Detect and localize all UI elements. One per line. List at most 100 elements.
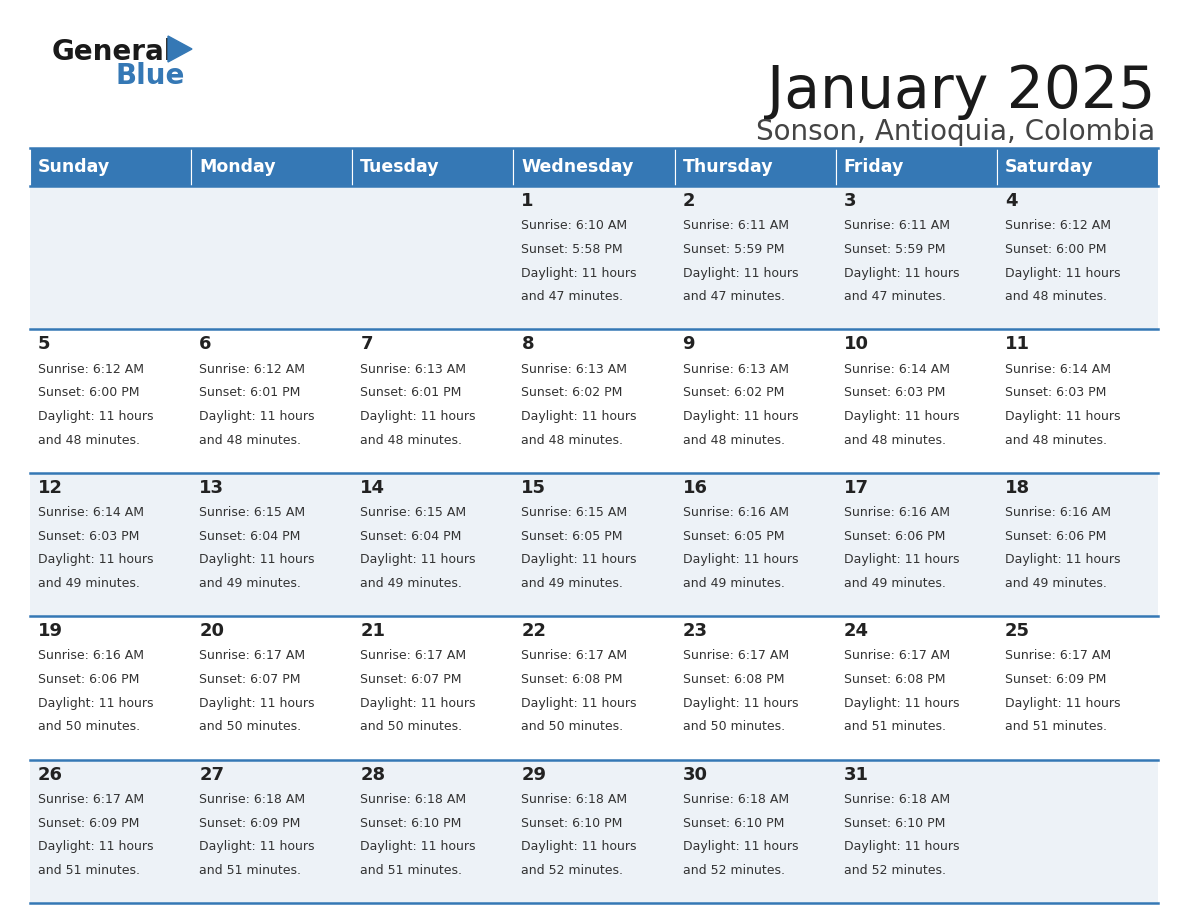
Text: Sunset: 6:08 PM: Sunset: 6:08 PM	[843, 673, 946, 686]
Bar	[835, 186, 997, 330]
Text: Sunset: 6:01 PM: Sunset: 6:01 PM	[200, 386, 301, 399]
Text: 14: 14	[360, 479, 385, 497]
Text: Sunrise: 6:16 AM: Sunrise: 6:16 AM	[683, 506, 789, 519]
Text: and 49 minutes.: and 49 minutes.	[683, 577, 784, 590]
Text: Sunset: 6:06 PM: Sunset: 6:06 PM	[1005, 530, 1106, 543]
Bar	[353, 330, 513, 473]
Text: Sunrise: 6:17 AM: Sunrise: 6:17 AM	[38, 793, 144, 806]
Text: and 48 minutes.: and 48 minutes.	[38, 433, 140, 447]
Text: and 51 minutes.: and 51 minutes.	[1005, 721, 1107, 733]
Text: 10: 10	[843, 335, 868, 353]
Text: Sunset: 6:03 PM: Sunset: 6:03 PM	[38, 530, 139, 543]
Text: 16: 16	[683, 479, 708, 497]
Text: and 50 minutes.: and 50 minutes.	[360, 721, 462, 733]
Text: and 49 minutes.: and 49 minutes.	[38, 577, 140, 590]
Text: Sunrise: 6:16 AM: Sunrise: 6:16 AM	[843, 506, 949, 519]
Text: Sunset: 6:09 PM: Sunset: 6:09 PM	[1005, 673, 1106, 686]
Bar	[30, 473, 191, 616]
Text: Sunrise: 6:17 AM: Sunrise: 6:17 AM	[1005, 649, 1111, 663]
Text: and 52 minutes.: and 52 minutes.	[522, 864, 624, 877]
Bar	[513, 148, 675, 186]
Bar	[191, 330, 353, 473]
Text: and 48 minutes.: and 48 minutes.	[522, 433, 624, 447]
Text: and 48 minutes.: and 48 minutes.	[1005, 290, 1107, 303]
Text: and 49 minutes.: and 49 minutes.	[360, 577, 462, 590]
Bar	[997, 759, 1158, 903]
Text: 30: 30	[683, 766, 708, 784]
Bar	[997, 148, 1158, 186]
Bar	[997, 186, 1158, 330]
Text: Daylight: 11 hours: Daylight: 11 hours	[38, 840, 153, 853]
Bar	[675, 616, 835, 759]
Bar	[675, 759, 835, 903]
Text: Blue: Blue	[115, 62, 184, 90]
Text: Sunrise: 6:10 AM: Sunrise: 6:10 AM	[522, 219, 627, 232]
Bar	[30, 616, 191, 759]
Text: Daylight: 11 hours: Daylight: 11 hours	[683, 554, 798, 566]
Text: Sunset: 6:07 PM: Sunset: 6:07 PM	[200, 673, 301, 686]
Text: Daylight: 11 hours: Daylight: 11 hours	[683, 266, 798, 280]
Text: Daylight: 11 hours: Daylight: 11 hours	[683, 697, 798, 710]
Bar	[513, 330, 675, 473]
Text: Daylight: 11 hours: Daylight: 11 hours	[843, 410, 959, 423]
Text: Sunrise: 6:16 AM: Sunrise: 6:16 AM	[1005, 506, 1111, 519]
Text: Daylight: 11 hours: Daylight: 11 hours	[38, 697, 153, 710]
Text: 12: 12	[38, 479, 63, 497]
Text: Sunrise: 6:15 AM: Sunrise: 6:15 AM	[200, 506, 305, 519]
Text: 31: 31	[843, 766, 868, 784]
Text: Daylight: 11 hours: Daylight: 11 hours	[360, 840, 475, 853]
Text: Sonson, Antioquia, Colombia: Sonson, Antioquia, Colombia	[756, 118, 1155, 146]
Text: Wednesday: Wednesday	[522, 158, 634, 176]
Bar	[997, 330, 1158, 473]
Bar	[997, 616, 1158, 759]
Text: Daylight: 11 hours: Daylight: 11 hours	[38, 410, 153, 423]
Text: Daylight: 11 hours: Daylight: 11 hours	[522, 554, 637, 566]
Bar	[30, 330, 191, 473]
Text: Daylight: 11 hours: Daylight: 11 hours	[200, 410, 315, 423]
Bar	[353, 473, 513, 616]
Text: Sunrise: 6:16 AM: Sunrise: 6:16 AM	[38, 649, 144, 663]
Bar	[191, 616, 353, 759]
Text: Daylight: 11 hours: Daylight: 11 hours	[843, 697, 959, 710]
Text: and 51 minutes.: and 51 minutes.	[843, 721, 946, 733]
Text: 24: 24	[843, 622, 868, 640]
Text: Daylight: 11 hours: Daylight: 11 hours	[683, 410, 798, 423]
Text: Daylight: 11 hours: Daylight: 11 hours	[360, 410, 475, 423]
Text: 15: 15	[522, 479, 546, 497]
Text: Friday: Friday	[843, 158, 904, 176]
Text: Sunset: 6:01 PM: Sunset: 6:01 PM	[360, 386, 462, 399]
Bar	[513, 759, 675, 903]
Bar	[191, 473, 353, 616]
Text: Sunset: 6:04 PM: Sunset: 6:04 PM	[360, 530, 462, 543]
Text: 23: 23	[683, 622, 708, 640]
Text: Sunrise: 6:14 AM: Sunrise: 6:14 AM	[843, 363, 949, 375]
Text: 25: 25	[1005, 622, 1030, 640]
Text: 4: 4	[1005, 192, 1017, 210]
Text: and 47 minutes.: and 47 minutes.	[843, 290, 946, 303]
Text: 29: 29	[522, 766, 546, 784]
Text: and 47 minutes.: and 47 minutes.	[522, 290, 624, 303]
Bar	[30, 186, 191, 330]
Text: 17: 17	[843, 479, 868, 497]
Text: Sunrise: 6:12 AM: Sunrise: 6:12 AM	[1005, 219, 1111, 232]
Text: January 2025: January 2025	[766, 63, 1155, 120]
Text: Daylight: 11 hours: Daylight: 11 hours	[522, 266, 637, 280]
Text: 20: 20	[200, 622, 225, 640]
Text: Sunrise: 6:17 AM: Sunrise: 6:17 AM	[200, 649, 305, 663]
Text: Sunset: 6:09 PM: Sunset: 6:09 PM	[200, 816, 301, 830]
Text: Sunset: 6:08 PM: Sunset: 6:08 PM	[683, 673, 784, 686]
Text: and 48 minutes.: and 48 minutes.	[843, 433, 946, 447]
Text: Daylight: 11 hours: Daylight: 11 hours	[683, 840, 798, 853]
Text: Daylight: 11 hours: Daylight: 11 hours	[360, 697, 475, 710]
Text: Sunset: 6:03 PM: Sunset: 6:03 PM	[843, 386, 946, 399]
Text: Sunset: 5:59 PM: Sunset: 5:59 PM	[683, 243, 784, 256]
Text: Sunrise: 6:13 AM: Sunrise: 6:13 AM	[522, 363, 627, 375]
Text: and 49 minutes.: and 49 minutes.	[200, 577, 301, 590]
Text: Sunrise: 6:17 AM: Sunrise: 6:17 AM	[683, 649, 789, 663]
Text: Sunset: 6:02 PM: Sunset: 6:02 PM	[683, 386, 784, 399]
Text: and 48 minutes.: and 48 minutes.	[360, 433, 462, 447]
Text: Sunrise: 6:14 AM: Sunrise: 6:14 AM	[1005, 363, 1111, 375]
Bar	[513, 186, 675, 330]
Text: Sunrise: 6:13 AM: Sunrise: 6:13 AM	[360, 363, 466, 375]
Text: Sunset: 6:07 PM: Sunset: 6:07 PM	[360, 673, 462, 686]
